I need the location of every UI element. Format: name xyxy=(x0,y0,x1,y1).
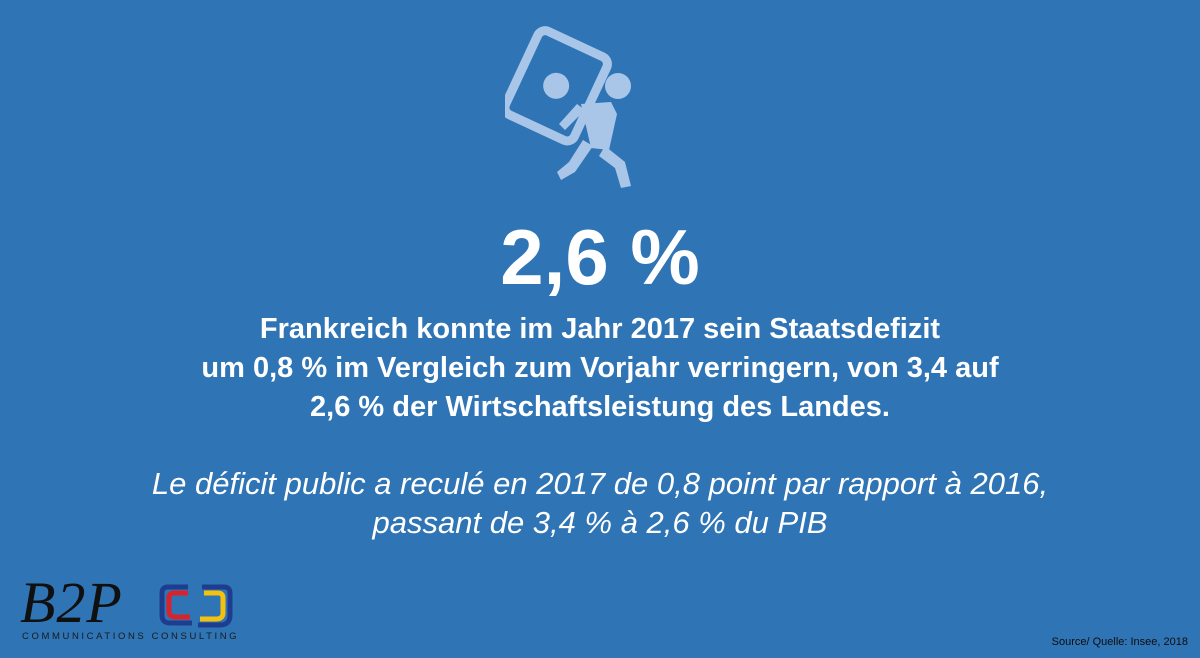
french-text: Le déficit public a reculé en 2017 de 0,… xyxy=(0,464,1200,542)
person-carrying-money-icon xyxy=(500,22,645,190)
logo-name: B2P xyxy=(20,570,123,635)
b2p-logo: B2P COMMUNICATIONS CONSULTING xyxy=(18,573,258,649)
french-line-1: Le déficit public a reculé en 2017 de 0,… xyxy=(151,466,1049,501)
german-line-3: 2,6 % der Wirtschaftsleistung des Landes… xyxy=(310,391,890,423)
german-text: Frankreich konnte im Jahr 2017 sein Staa… xyxy=(0,310,1200,427)
headline-value: 2,6 % xyxy=(500,213,700,301)
source-note: Source/ Quelle: Insee, 2018 xyxy=(1051,636,1188,648)
french-line-2: passant de 3,4 % à 2,6 % du PIB xyxy=(372,505,828,540)
logo-mark-icon xyxy=(159,584,233,628)
german-line-2: um 0,8 % im Vergleich zum Vorjahr verrin… xyxy=(201,352,999,384)
logo-tagline: COMMUNICATIONS CONSULTING xyxy=(22,631,240,642)
german-line-1: Frankreich konnte im Jahr 2017 sein Staa… xyxy=(259,313,941,345)
